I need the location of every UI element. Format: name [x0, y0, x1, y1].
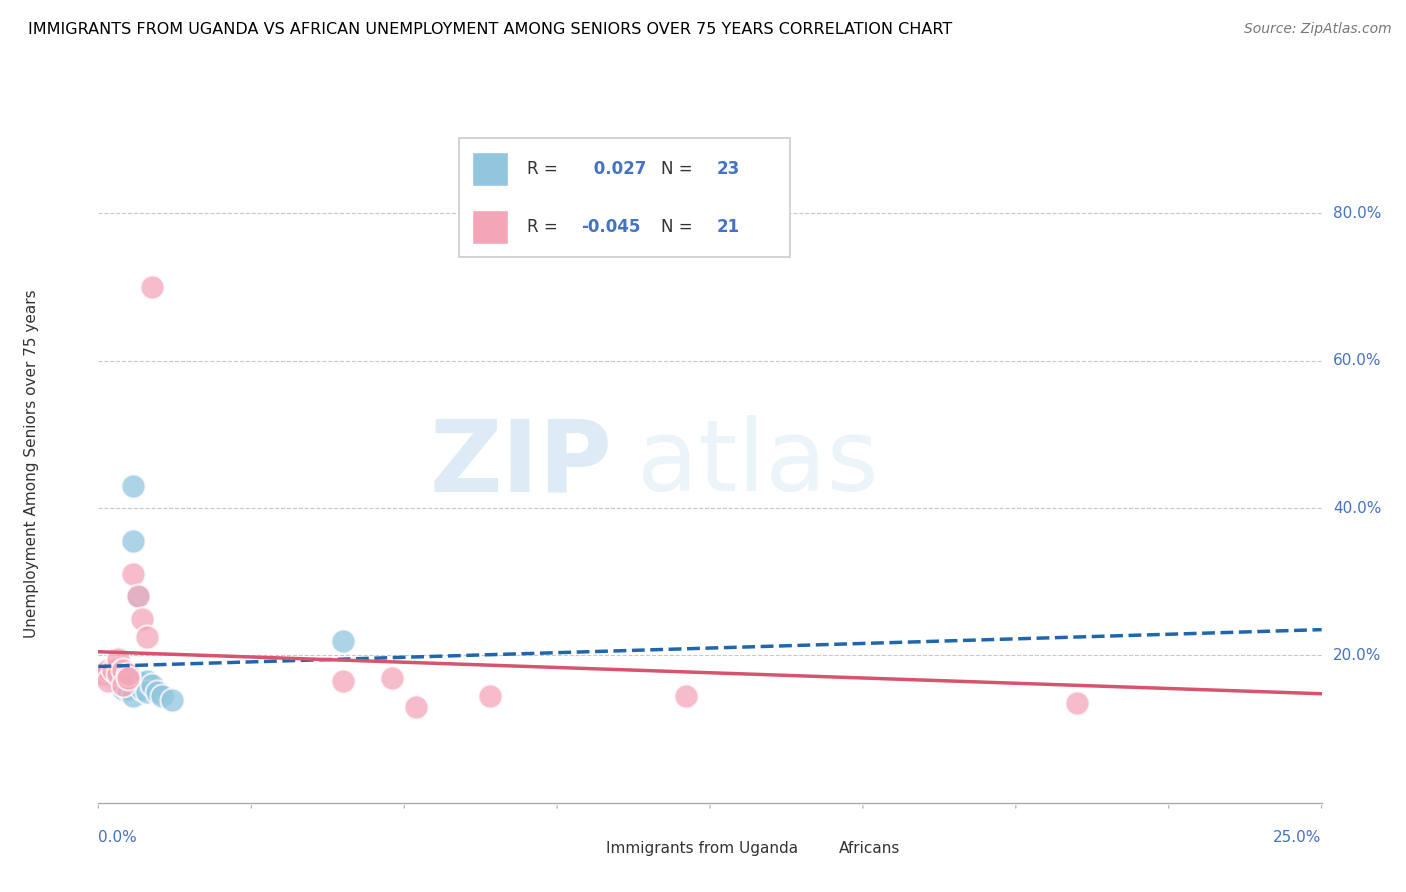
Point — [121, 567, 143, 582]
Point — [101, 663, 124, 677]
Point — [131, 681, 153, 696]
Text: 40.0%: 40.0% — [1333, 500, 1381, 516]
Text: -0.045: -0.045 — [582, 218, 641, 235]
Text: 0.027: 0.027 — [588, 160, 647, 178]
Text: 0.0%: 0.0% — [98, 830, 138, 845]
Point — [97, 663, 120, 677]
Point — [111, 681, 134, 696]
Point — [121, 689, 143, 703]
FancyBboxPatch shape — [564, 833, 598, 863]
Point — [91, 666, 114, 681]
Point — [141, 678, 163, 692]
Text: 21: 21 — [716, 218, 740, 235]
Text: R =: R = — [526, 160, 557, 178]
Point — [131, 611, 153, 625]
FancyBboxPatch shape — [471, 210, 508, 244]
Text: Unemployment Among Seniors over 75 years: Unemployment Among Seniors over 75 years — [24, 290, 38, 638]
Text: 80.0%: 80.0% — [1333, 206, 1381, 221]
Point — [121, 479, 143, 493]
FancyBboxPatch shape — [796, 833, 830, 863]
Point — [117, 681, 139, 696]
Point — [111, 666, 134, 681]
Point — [117, 674, 139, 689]
Point — [107, 671, 129, 685]
Point — [107, 674, 129, 689]
Point — [141, 280, 163, 294]
Point — [332, 633, 354, 648]
Point — [127, 590, 149, 604]
FancyBboxPatch shape — [460, 138, 790, 257]
Point — [1066, 696, 1088, 710]
Text: Africans: Africans — [838, 841, 900, 856]
Point — [111, 663, 134, 677]
Point — [101, 671, 124, 685]
Text: N =: N = — [661, 218, 693, 235]
Point — [121, 534, 143, 549]
Point — [405, 700, 427, 714]
Point — [675, 689, 697, 703]
Point — [111, 674, 134, 689]
Point — [97, 666, 120, 681]
Point — [91, 666, 114, 681]
Text: atlas: atlas — [637, 416, 879, 512]
Text: IMMIGRANTS FROM UGANDA VS AFRICAN UNEMPLOYMENT AMONG SENIORS OVER 75 YEARS CORRE: IMMIGRANTS FROM UGANDA VS AFRICAN UNEMPL… — [28, 22, 952, 37]
Point — [97, 674, 120, 689]
Text: N =: N = — [661, 160, 693, 178]
Point — [332, 674, 354, 689]
Point — [381, 671, 404, 685]
Point — [150, 689, 173, 703]
Text: Source: ZipAtlas.com: Source: ZipAtlas.com — [1244, 22, 1392, 37]
Point — [478, 689, 501, 703]
Text: 23: 23 — [716, 160, 740, 178]
Text: Immigrants from Uganda: Immigrants from Uganda — [606, 841, 799, 856]
Point — [136, 674, 159, 689]
FancyBboxPatch shape — [471, 152, 508, 186]
Text: 60.0%: 60.0% — [1333, 353, 1381, 368]
Point — [146, 685, 169, 699]
Text: ZIP: ZIP — [429, 416, 612, 512]
Text: 25.0%: 25.0% — [1274, 830, 1322, 845]
Point — [160, 692, 183, 706]
Point — [127, 590, 149, 604]
Point — [117, 666, 139, 681]
Point — [111, 678, 134, 692]
Point — [107, 666, 129, 681]
Point — [136, 630, 159, 644]
Text: 20.0%: 20.0% — [1333, 648, 1381, 663]
Point — [117, 671, 139, 685]
Point — [127, 674, 149, 689]
Point — [136, 685, 159, 699]
Text: R =: R = — [526, 218, 557, 235]
Point — [107, 652, 129, 666]
